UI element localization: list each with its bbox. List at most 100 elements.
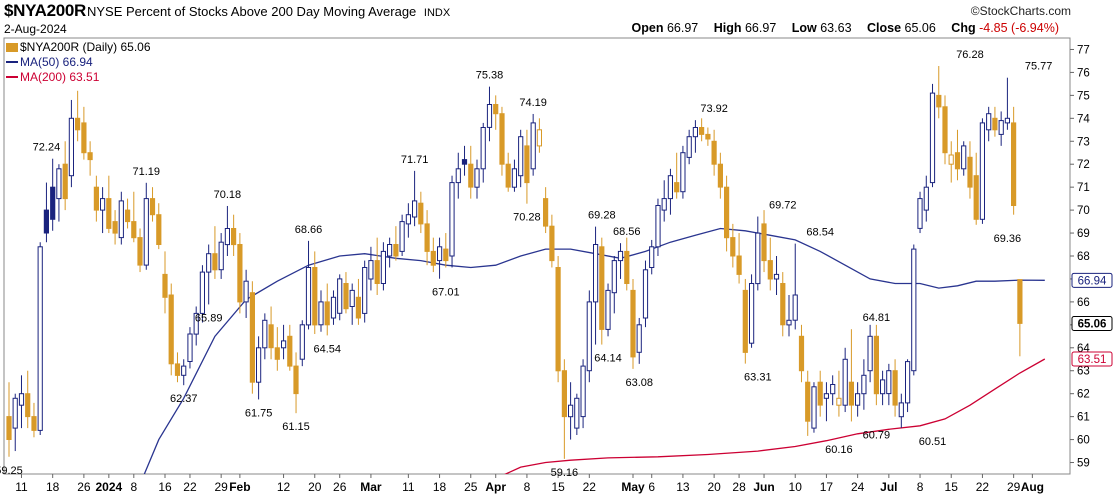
candle [593, 226, 599, 345]
candle-body [805, 381, 811, 422]
candle-body [12, 397, 18, 429]
candle-body [780, 283, 786, 326]
candle [630, 278, 636, 369]
candle-body [149, 198, 156, 216]
price-annotation: 74.19 [519, 97, 547, 109]
candle [842, 347, 848, 413]
y-tick-label: 71 [1077, 182, 1090, 194]
candle-body [674, 182, 680, 193]
candle-body [93, 186, 100, 211]
candle-body [617, 250, 624, 262]
x-tick-label: Mar [360, 480, 382, 494]
y-tick-label: 63 [1077, 366, 1090, 378]
candle-body [736, 255, 742, 275]
candle [511, 159, 517, 192]
candle [6, 382, 12, 457]
price-annotation: 61.15 [282, 421, 310, 433]
open-value: 66.97 [666, 21, 699, 35]
candle [499, 106, 505, 176]
candle [368, 246, 374, 291]
candle [299, 320, 305, 367]
candle-body [649, 246, 655, 269]
candle [936, 65, 942, 119]
candle [461, 145, 468, 176]
candle-body [711, 140, 717, 165]
y-tick-label: 72 [1077, 159, 1090, 171]
candle-body [929, 92, 936, 184]
candle-body [181, 365, 187, 376]
candle [343, 272, 349, 314]
candle [12, 393, 18, 452]
candle [424, 210, 430, 266]
x-tick-label: 10 [789, 480, 803, 494]
candle-body [486, 104, 493, 128]
candle [749, 274, 755, 348]
candle [362, 260, 368, 323]
candle-body [368, 260, 374, 280]
candle [992, 106, 998, 137]
change-value: -4.85 (-6.94%) [979, 21, 1059, 35]
candle-body [773, 273, 780, 280]
candle [293, 352, 299, 414]
candle [305, 240, 312, 330]
x-tick-label: 16 [158, 480, 172, 494]
candle [979, 118, 985, 224]
price-label-box [1071, 315, 1113, 331]
high-value: 66.97 [744, 21, 777, 35]
candle [430, 237, 436, 273]
candle-body [118, 200, 124, 239]
candle-body [792, 294, 798, 321]
candle [805, 370, 811, 436]
candle [692, 120, 698, 153]
y-tick-label: 69 [1077, 228, 1090, 240]
candle-body [530, 122, 536, 170]
candle [187, 327, 193, 369]
legend-ma50-text: MA(50) 66.94 [20, 55, 93, 69]
candle-body [979, 122, 985, 220]
candle [886, 363, 892, 406]
price-annotation: 63.08 [625, 377, 653, 389]
description-text: NYSE Percent of Stocks Above 200 Day Mov… [87, 4, 417, 19]
candle [81, 106, 87, 160]
candle-body [667, 175, 673, 200]
candle-body [586, 301, 592, 372]
price-annotation: 75.38 [476, 70, 504, 82]
candle-body [281, 340, 287, 349]
candle [518, 129, 524, 188]
candle [917, 191, 923, 234]
candle [792, 243, 798, 330]
candle [93, 175, 100, 222]
close-label: Close [867, 21, 902, 35]
candle-body [143, 198, 149, 266]
candle-body [480, 127, 486, 170]
candle [62, 141, 68, 211]
candle [37, 242, 43, 435]
candle [767, 237, 773, 291]
candle-body [611, 260, 617, 294]
candle [861, 359, 867, 410]
x-tick-label: 15 [945, 480, 959, 494]
price-annotation: 67.01 [432, 287, 460, 299]
candle [412, 170, 418, 227]
x-tick-label: Jun [753, 480, 774, 494]
candle [848, 329, 854, 422]
price-annotation: 73.92 [700, 103, 728, 115]
high-label: High [713, 21, 742, 35]
candle-body [468, 163, 474, 188]
candle-body [56, 168, 62, 200]
candle-body [199, 271, 206, 314]
candle [231, 214, 237, 256]
candle-body [106, 198, 112, 229]
candle-body [37, 246, 43, 431]
candle-body [62, 163, 68, 200]
candle-body [262, 319, 268, 349]
candle-body [174, 363, 181, 376]
x-tick-label: 22 [976, 480, 990, 494]
price-annotation: 59.25 [0, 465, 23, 477]
candle [330, 290, 337, 325]
candle [530, 113, 536, 176]
candle-body [437, 246, 443, 262]
candle-body [249, 292, 256, 383]
candle-body [911, 248, 917, 372]
x-tick-label: 29 [1007, 480, 1021, 494]
